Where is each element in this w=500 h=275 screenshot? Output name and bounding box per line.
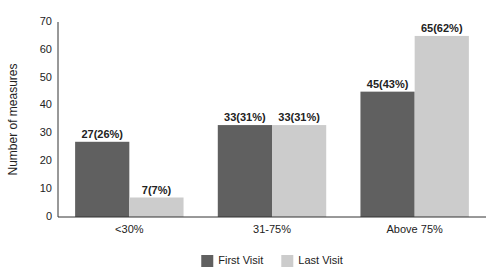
bar bbox=[272, 125, 326, 217]
x-tick-label: 31-75% bbox=[253, 223, 291, 235]
chart: 27(26%) 33(31%) 45(43%) 7(7%) 33(31%) 65(62%)… bbox=[0, 0, 500, 275]
y-tick-label: 30 bbox=[40, 126, 52, 138]
y-tick-label: 70 bbox=[40, 15, 52, 27]
bars bbox=[75, 36, 469, 217]
y-tick-label: 20 bbox=[40, 154, 52, 166]
bar bbox=[360, 92, 414, 217]
legend-label: Last Visit bbox=[298, 254, 342, 266]
y-axis-line bbox=[58, 22, 59, 217]
y-tick-label: 0 bbox=[46, 210, 52, 222]
bar bbox=[218, 125, 272, 217]
data-label: 65(62%) bbox=[421, 22, 463, 34]
x-tick-label: Above 75% bbox=[387, 223, 443, 235]
axes: 0 10 20 30 40 50 60 70 <30% 31-75% Above 75% Number… bbox=[6, 15, 486, 235]
data-label: 7(7%) bbox=[142, 184, 172, 196]
legend: First Visit Last Visit bbox=[201, 254, 342, 267]
x-tick-label: <30% bbox=[115, 223, 144, 235]
data-label: 45(43%) bbox=[367, 78, 409, 90]
legend-label: First Visit bbox=[218, 254, 263, 266]
bar bbox=[415, 36, 469, 217]
legend-item: First Visit bbox=[201, 254, 263, 267]
legend-swatch bbox=[201, 255, 213, 267]
data-labels: 27(26%) 33(31%) 45(43%) 7(7%) 33(31%) 65(62%) bbox=[81, 22, 462, 196]
bar bbox=[75, 142, 129, 217]
y-tick-label: 10 bbox=[40, 182, 52, 194]
y-tick-label: 60 bbox=[40, 43, 52, 55]
legend-swatch bbox=[281, 255, 293, 267]
legend-item: Last Visit bbox=[281, 254, 342, 267]
data-label: 27(26%) bbox=[81, 128, 123, 140]
data-label: 33(31%) bbox=[278, 111, 320, 123]
y-axis-label: Number of measures bbox=[6, 63, 20, 175]
data-label: 33(31%) bbox=[224, 111, 266, 123]
chart-container: 27(26%) 33(31%) 45(43%) 7(7%) 33(31%) 65(62%)… bbox=[0, 0, 500, 275]
y-tick-label: 40 bbox=[40, 98, 52, 110]
y-tick-label: 50 bbox=[40, 71, 52, 83]
x-axis-line bbox=[58, 217, 486, 218]
bar bbox=[129, 198, 183, 218]
